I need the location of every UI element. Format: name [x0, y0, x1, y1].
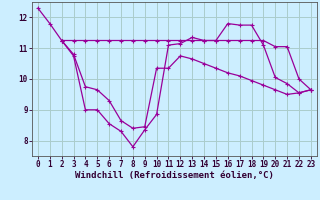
X-axis label: Windchill (Refroidissement éolien,°C): Windchill (Refroidissement éolien,°C)	[75, 171, 274, 180]
